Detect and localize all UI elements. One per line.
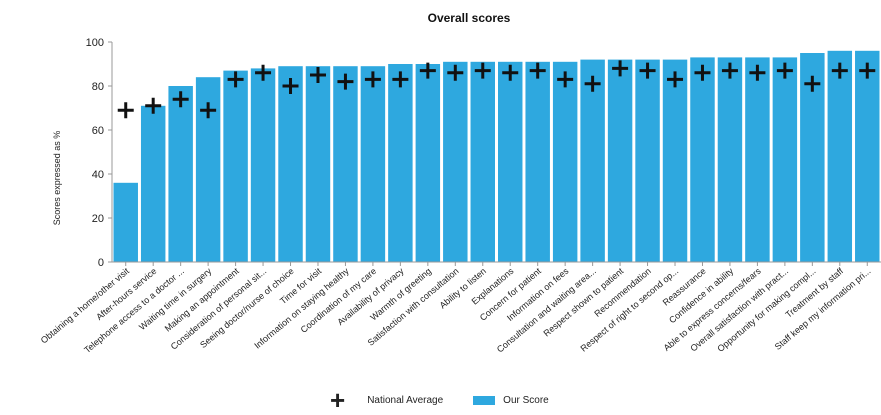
marker-series-national-average [117, 60, 876, 119]
bar-series-our-score [113, 50, 880, 263]
marker-national-average [419, 62, 436, 79]
marker-national-average [804, 75, 821, 92]
marker-national-average [364, 71, 381, 88]
bar-our-score [305, 66, 331, 262]
chart-title: Overall scores [428, 11, 511, 25]
y-axis: 0 20 40 60 80 100 [86, 37, 113, 269]
marker-national-average [612, 60, 629, 77]
bar-our-score [250, 68, 276, 263]
marker-national-average [337, 73, 354, 90]
y-tick-label: 100 [86, 37, 104, 49]
bar-our-score [580, 59, 605, 262]
marker-national-average [529, 62, 546, 79]
bar-our-score [388, 64, 413, 262]
marker-national-average [255, 64, 272, 81]
marker-national-average [584, 75, 601, 92]
marker-national-average [502, 64, 519, 81]
bar-our-score [772, 57, 798, 263]
marker-national-average [721, 62, 738, 79]
bar-our-score [662, 59, 688, 262]
marker-national-average [145, 97, 162, 114]
y-tick-label: 60 [92, 125, 104, 137]
y-tick-label: 80 [92, 81, 104, 93]
bar-our-score [552, 61, 578, 262]
marker-national-average [694, 64, 711, 81]
marker-national-average [831, 62, 848, 79]
bar-our-score [223, 70, 248, 262]
y-tick-label: 0 [98, 257, 104, 269]
marker-national-average [749, 64, 766, 81]
marker-national-average [200, 102, 217, 119]
bar-our-score [717, 57, 743, 263]
bar-our-score [470, 61, 495, 262]
bar-our-score [278, 66, 303, 262]
bar-our-score [360, 66, 386, 262]
marker-national-average [474, 62, 491, 79]
bar-our-score [855, 50, 880, 262]
marker-national-average [639, 62, 656, 79]
bar-our-score [168, 86, 193, 262]
marker-national-average [859, 62, 876, 79]
bar-our-score [525, 61, 550, 262]
marker-national-average [447, 64, 464, 81]
marker-national-average [172, 91, 189, 108]
bar-our-score [745, 57, 770, 263]
y-tick-label: 40 [92, 169, 104, 181]
marker-national-average [117, 102, 134, 119]
y-tick-label: 20 [92, 213, 104, 225]
bar-our-score [498, 61, 523, 262]
marker-national-average [392, 71, 409, 88]
bar-our-score [607, 59, 633, 262]
bar-our-score [690, 57, 715, 263]
bar-our-score [333, 66, 358, 262]
chart-legend: + National Average Our Score [330, 385, 549, 415]
bar-our-score [415, 64, 441, 262]
marker-national-average [776, 62, 793, 79]
marker-national-average [227, 71, 244, 88]
x-axis: Obtaining a home/other visitAfter-hours … [39, 261, 881, 355]
bar-our-score [827, 50, 853, 262]
legend-plus-icon: + [330, 385, 346, 415]
legend-label-national-average: National Average [367, 394, 444, 406]
marker-national-average [282, 78, 299, 94]
bar-our-score [113, 182, 138, 262]
bar-our-score [635, 59, 660, 262]
marker-national-average [667, 71, 684, 88]
marker-national-average [309, 67, 326, 83]
y-axis-label: Scores expressed as % [52, 131, 62, 226]
bar-our-score [443, 61, 468, 262]
marker-national-average [557, 71, 574, 88]
bar-our-score [140, 105, 166, 262]
legend-label-our-score: Our Score [503, 394, 549, 406]
legend-swatch-our-score [473, 395, 496, 405]
